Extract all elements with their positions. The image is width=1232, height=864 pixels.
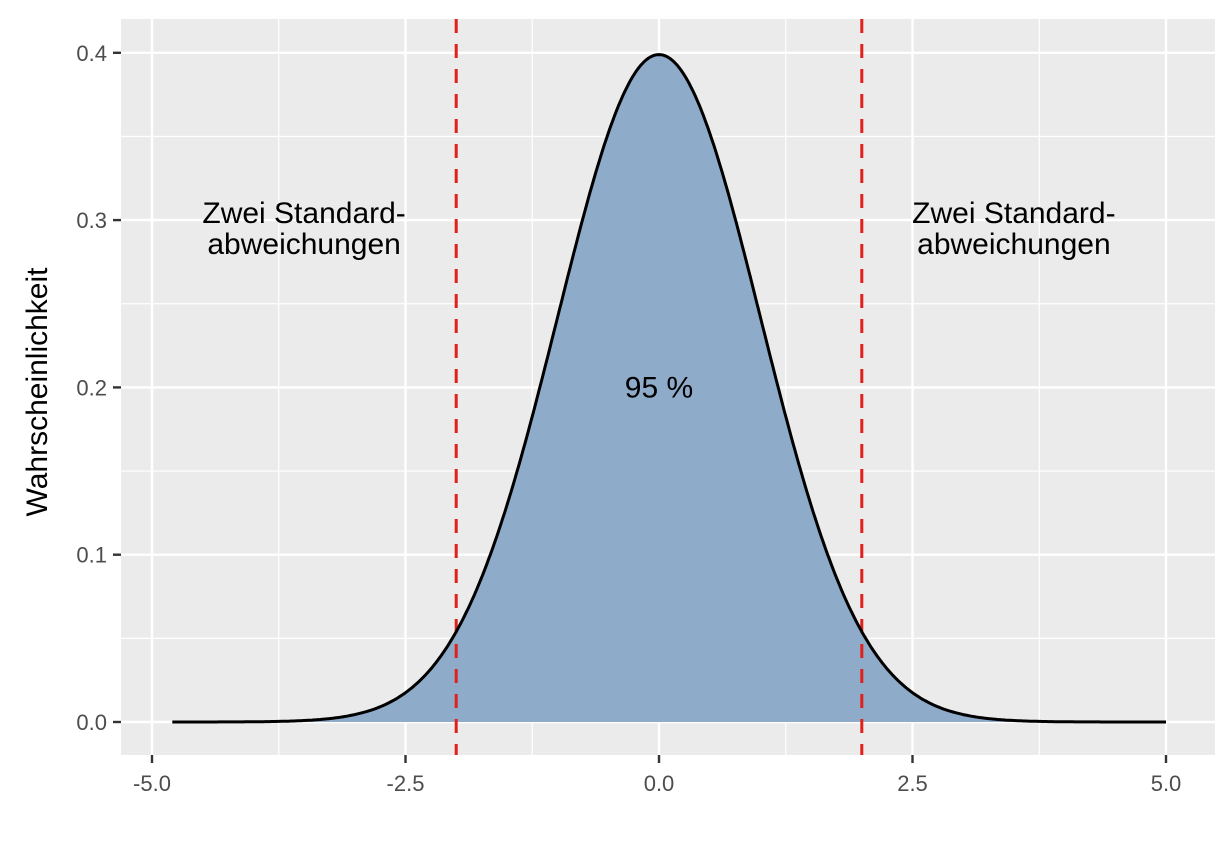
x-tick-label: 2.5	[897, 771, 928, 796]
x-tick-label: 0.0	[644, 771, 675, 796]
annotation-text: abweichungen	[917, 228, 1111, 261]
x-tick-label: 5.0	[1151, 771, 1182, 796]
y-tick-label: 0.2	[76, 375, 107, 400]
annotation-text: abweichungen	[207, 228, 401, 261]
density-area	[172, 54, 1167, 723]
y-tick-label: 0.4	[76, 41, 107, 66]
annotation-text: Zwei Standard-	[912, 197, 1115, 230]
x-tick-label: -5.0	[133, 771, 171, 796]
annotation-text: Zwei Standard-	[202, 197, 405, 230]
y-tick-label: 0.3	[76, 208, 107, 233]
x-axis: -5.0 -2.5 0.0 2.5 5.0	[133, 755, 1181, 796]
y-axis-title: Wahrscheinlichkeit	[21, 267, 54, 517]
y-axis: 0.0 0.1 0.2 0.3 0.4	[76, 41, 121, 735]
density-curve	[172, 53, 1166, 724]
annotation-text: 95 %	[625, 371, 693, 404]
y-tick-label: 0.1	[76, 543, 107, 568]
y-tick-label: 0.0	[76, 710, 107, 735]
x-tick-label: -2.5	[387, 771, 425, 796]
